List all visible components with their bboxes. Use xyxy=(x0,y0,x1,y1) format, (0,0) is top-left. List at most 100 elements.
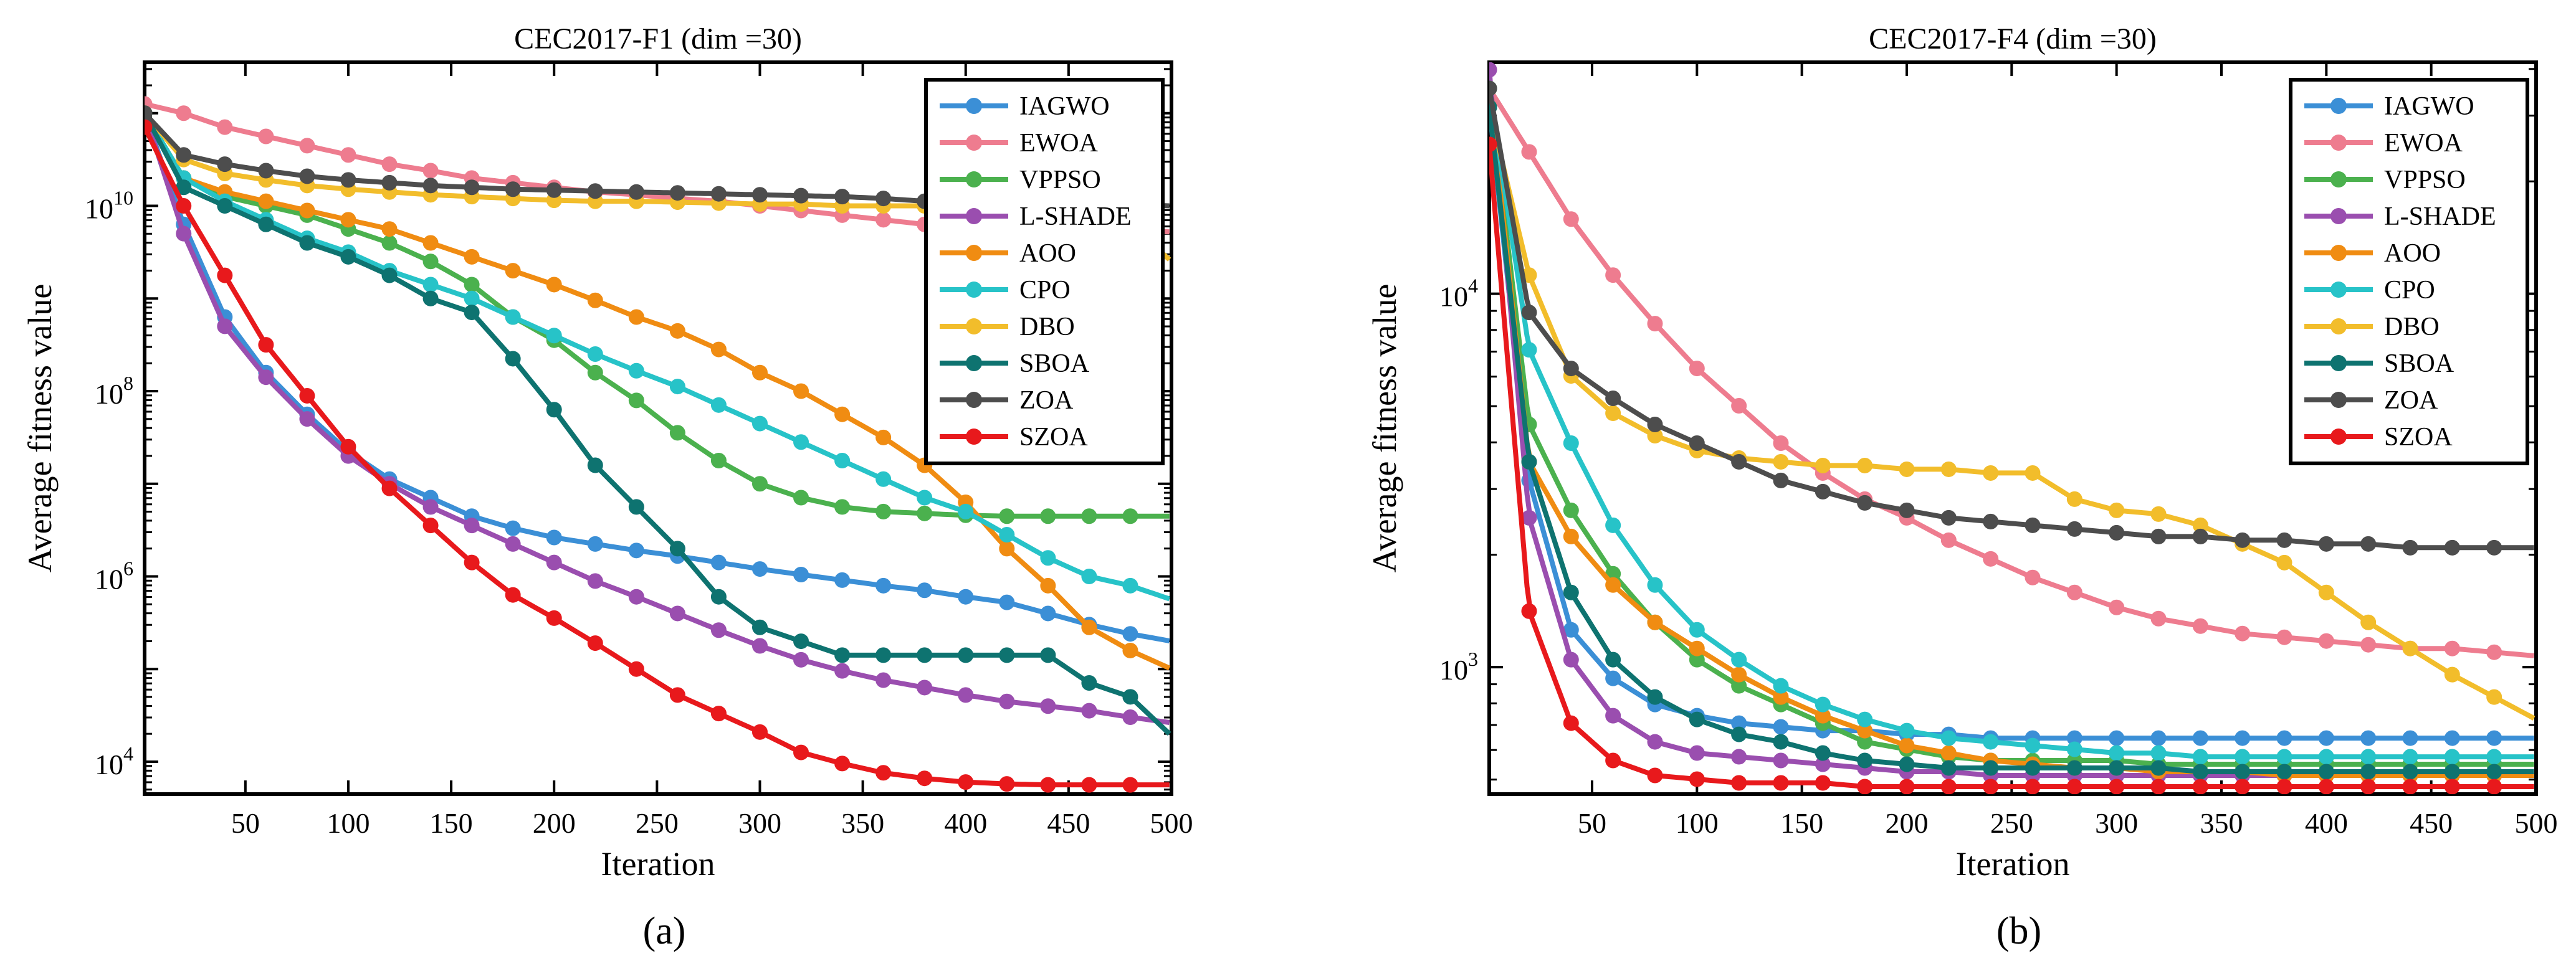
data-point xyxy=(999,776,1015,792)
panel-label: (b) xyxy=(1996,910,2041,952)
data-point xyxy=(2318,730,2334,746)
data-point xyxy=(1081,675,1097,691)
data-point xyxy=(2109,779,2125,794)
data-point xyxy=(1983,760,1999,776)
data-point xyxy=(958,503,974,519)
data-point xyxy=(1689,745,1705,761)
legend-marker xyxy=(2330,429,2347,445)
data-point xyxy=(793,434,809,450)
legend-label: IAGWO xyxy=(2384,92,2474,121)
data-point xyxy=(834,499,851,515)
data-point xyxy=(999,693,1015,709)
data-point xyxy=(1563,528,1579,544)
data-point xyxy=(1689,771,1705,787)
data-point xyxy=(2066,779,2082,794)
data-point xyxy=(2276,554,2292,571)
data-point xyxy=(2025,737,2041,754)
data-point xyxy=(2486,730,2502,746)
data-point xyxy=(917,647,933,663)
data-point xyxy=(628,184,644,200)
data-point xyxy=(2444,640,2460,656)
data-point xyxy=(2192,749,2208,765)
data-point xyxy=(958,687,974,703)
data-point xyxy=(2025,465,2041,481)
legend-label: SZOA xyxy=(1019,423,1088,452)
series-line xyxy=(145,111,1170,602)
legend-marker xyxy=(966,245,982,261)
data-point xyxy=(1773,775,1789,791)
data-point xyxy=(751,187,768,203)
data-point xyxy=(793,383,809,399)
data-point xyxy=(917,680,933,696)
data-point xyxy=(875,429,892,445)
data-point xyxy=(464,179,480,196)
data-point xyxy=(793,490,809,506)
legend-marker xyxy=(2330,318,2347,334)
data-point xyxy=(340,438,356,455)
data-point xyxy=(1983,465,1999,481)
y-axis-label: Average fitness value xyxy=(1366,284,1403,573)
legend-marker xyxy=(966,355,982,371)
data-point xyxy=(628,309,644,325)
data-point xyxy=(1563,211,1579,227)
legend-marker xyxy=(2330,392,2347,408)
data-point xyxy=(2444,764,2460,780)
data-point xyxy=(1489,62,1497,78)
data-point xyxy=(1940,760,1957,776)
data-point xyxy=(546,610,562,626)
data-point xyxy=(1940,461,1957,477)
data-point xyxy=(1689,711,1705,727)
data-point xyxy=(258,128,274,144)
series-line xyxy=(145,126,1170,788)
x-tick-label: 300 xyxy=(738,807,781,839)
data-point xyxy=(710,706,727,722)
legend-marker xyxy=(2330,208,2347,224)
data-point xyxy=(1940,745,1957,761)
legend-label: L-SHADE xyxy=(2384,202,2496,231)
x-tick-label: 50 xyxy=(231,807,260,839)
data-point xyxy=(258,337,274,353)
data-point xyxy=(2276,764,2292,780)
chart-panel-1: CEC2017-F1 (dim =30) 50 100 150 200 250 300 350… xyxy=(21,22,1193,952)
data-point xyxy=(1081,508,1097,524)
data-point xyxy=(2276,629,2292,645)
data-point xyxy=(793,651,809,668)
data-point xyxy=(669,541,685,557)
data-point xyxy=(2318,749,2334,765)
data-point xyxy=(1773,472,1789,488)
x-tick-label: 500 xyxy=(2515,807,2558,839)
legend-label: ZOA xyxy=(2384,386,2438,415)
data-point xyxy=(2150,745,2167,761)
series-line xyxy=(1489,88,2534,778)
data-point xyxy=(710,589,727,605)
data-point xyxy=(1940,509,1957,526)
data-point xyxy=(1040,647,1056,663)
data-point xyxy=(751,415,768,432)
data-point xyxy=(2444,779,2460,794)
data-point xyxy=(1731,666,1747,683)
data-point xyxy=(958,647,974,663)
data-point xyxy=(1647,614,1663,630)
data-point xyxy=(1489,136,1497,153)
legend-label: ZOA xyxy=(1019,386,1074,415)
legend-marker xyxy=(2330,135,2347,151)
data-point xyxy=(710,186,727,202)
data-point xyxy=(1731,651,1747,668)
legend-marker xyxy=(2330,355,2347,371)
y-tick-label: 103 xyxy=(1439,648,1478,686)
data-point xyxy=(1605,670,1621,686)
data-point xyxy=(834,189,851,205)
y-tick-label: 104 xyxy=(95,742,133,780)
data-point xyxy=(917,505,933,521)
data-point xyxy=(258,369,274,386)
data-point xyxy=(2192,779,2208,794)
data-point xyxy=(628,589,644,605)
data-point xyxy=(2235,532,2251,548)
data-point xyxy=(1489,80,1497,97)
legend-label: L-SHADE xyxy=(1019,202,1132,231)
data-point xyxy=(546,328,562,344)
data-point xyxy=(1773,752,1789,769)
data-point xyxy=(917,582,933,599)
data-point xyxy=(628,542,644,559)
data-point xyxy=(834,453,851,469)
